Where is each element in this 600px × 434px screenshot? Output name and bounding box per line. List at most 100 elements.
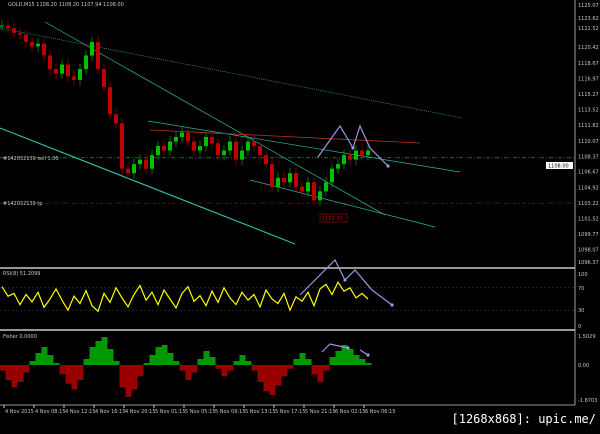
- price-tick-label: 1120.42: [578, 45, 599, 51]
- bear-candle: [6, 25, 10, 29]
- order-line-label-tp: #142032139 tp: [3, 201, 43, 207]
- bear-candle: [264, 155, 268, 165]
- fisher-tick-label: 0.00: [578, 363, 589, 369]
- bear-candle: [48, 55, 52, 70]
- price-tick-label: 1111.82: [578, 123, 599, 129]
- order-line-label-sell: #142032139 sell 1.00: [3, 156, 59, 162]
- bull-candle: [204, 136, 208, 147]
- bear-candle: [120, 123, 124, 169]
- wave-arrow: [299, 258, 346, 296]
- bear-candle: [312, 182, 316, 201]
- bull-candle: [228, 141, 232, 151]
- current-price-box: [546, 162, 573, 169]
- bull-candle: [0, 25, 4, 27]
- bear-candle: [192, 141, 196, 151]
- time-tick-label: 4 Nov 20:15: [125, 409, 156, 415]
- bull-candle: [84, 55, 88, 70]
- bear-candle: [42, 43, 46, 56]
- price-tick-label: 1118.67: [578, 61, 599, 67]
- bear-candle: [252, 141, 256, 147]
- rsi-title: RSI(8) 51.2099: [3, 271, 40, 277]
- bull-candle: [222, 150, 226, 156]
- bull-candle: [138, 159, 142, 165]
- price-tick-label: 1116.97: [578, 76, 599, 82]
- bear-candle: [72, 76, 76, 80]
- time-tick-label: 6 Nov 02:15: [335, 409, 366, 415]
- bull-candle: [276, 177, 280, 187]
- arrow-head: [346, 346, 350, 350]
- wave-arrow: [352, 124, 389, 167]
- bear-candle: [102, 69, 106, 88]
- bull-candle: [342, 155, 346, 165]
- tp-box-label: 1103.30: [322, 216, 343, 222]
- bull-candle: [198, 146, 202, 151]
- price-tick-label: 1113.52: [578, 108, 599, 114]
- trendline: [0, 27, 463, 119]
- time-tick-label: 5 Nov 09:15: [215, 409, 246, 415]
- price-tick-label: 1108.37: [578, 154, 599, 160]
- trendline: [149, 129, 421, 144]
- bear-candle: [282, 177, 286, 183]
- bull-candle: [324, 182, 328, 192]
- bull-candle: [36, 43, 40, 47]
- rsi-tick-label: 0: [578, 324, 581, 330]
- bear-candle: [54, 69, 58, 74]
- rsi-tick-label: 100: [578, 272, 588, 278]
- bull-candle: [366, 150, 370, 156]
- rsi-tick-label: 70: [578, 286, 584, 292]
- bear-candle: [66, 64, 70, 77]
- bull-candle: [168, 141, 172, 151]
- symbol-header: GOLD,M15 1108.20 1108.20 1107.94 1108.00: [8, 2, 124, 8]
- time-tick-label: 5 Nov 01:15: [155, 409, 186, 415]
- fisher-tick-label: -1.8703: [578, 398, 597, 404]
- bull-candle: [60, 64, 64, 74]
- price-tick-label: 1096.37: [578, 260, 599, 266]
- bull-candle: [132, 164, 136, 174]
- price-tick-label: 1099.77: [578, 232, 599, 238]
- rsi-tick-label: 30: [578, 308, 584, 314]
- bear-candle: [30, 41, 34, 47]
- bear-candle: [294, 173, 298, 187]
- bull-candle: [180, 132, 184, 137]
- wave-arrow: [317, 124, 354, 158]
- bear-candle: [360, 150, 364, 156]
- arrow-head: [390, 303, 394, 307]
- price-tick-label: 1110.07: [578, 139, 599, 145]
- bull-candle: [354, 150, 358, 160]
- time-tick-label: 5 Nov 21:15: [305, 409, 336, 415]
- price-tick-label: 1115.27: [578, 92, 599, 98]
- trendline: [249, 179, 436, 228]
- bull-candle: [90, 41, 94, 56]
- price-tick-label: 1103.22: [578, 201, 599, 207]
- bull-candle: [288, 173, 292, 183]
- fisher-tick-label: 1.5029: [578, 334, 596, 340]
- bear-candle: [96, 41, 100, 70]
- rsi-line: [1, 280, 369, 313]
- bull-candle: [174, 136, 178, 142]
- bear-candle: [108, 87, 112, 115]
- bear-candle: [162, 146, 166, 151]
- time-tick-label: 5 Nov 17:15: [275, 409, 306, 415]
- bull-candle: [156, 146, 160, 156]
- bear-candle: [12, 28, 16, 33]
- trendline: [147, 120, 461, 173]
- bear-candle: [186, 132, 190, 142]
- bull-candle: [318, 191, 322, 201]
- wave-arrow: [344, 269, 393, 306]
- price-tick-label: 1125.07: [578, 3, 599, 9]
- bull-candle: [306, 182, 310, 192]
- bear-candle: [258, 146, 262, 156]
- bear-candle: [24, 34, 28, 42]
- bear-candle: [114, 114, 118, 124]
- time-tick-label: 4 Nov 08:15: [35, 409, 66, 415]
- price-tick-label: 1122.52: [578, 26, 599, 32]
- price-tick-label: 1123.62: [578, 16, 599, 22]
- bear-candle: [234, 141, 238, 160]
- price-tick-label: 1101.52: [578, 216, 599, 222]
- price-tick-label: 1106.67: [578, 170, 599, 176]
- bear-candle: [216, 143, 220, 156]
- bear-candle: [270, 164, 274, 187]
- wave-arrow: [321, 343, 349, 353]
